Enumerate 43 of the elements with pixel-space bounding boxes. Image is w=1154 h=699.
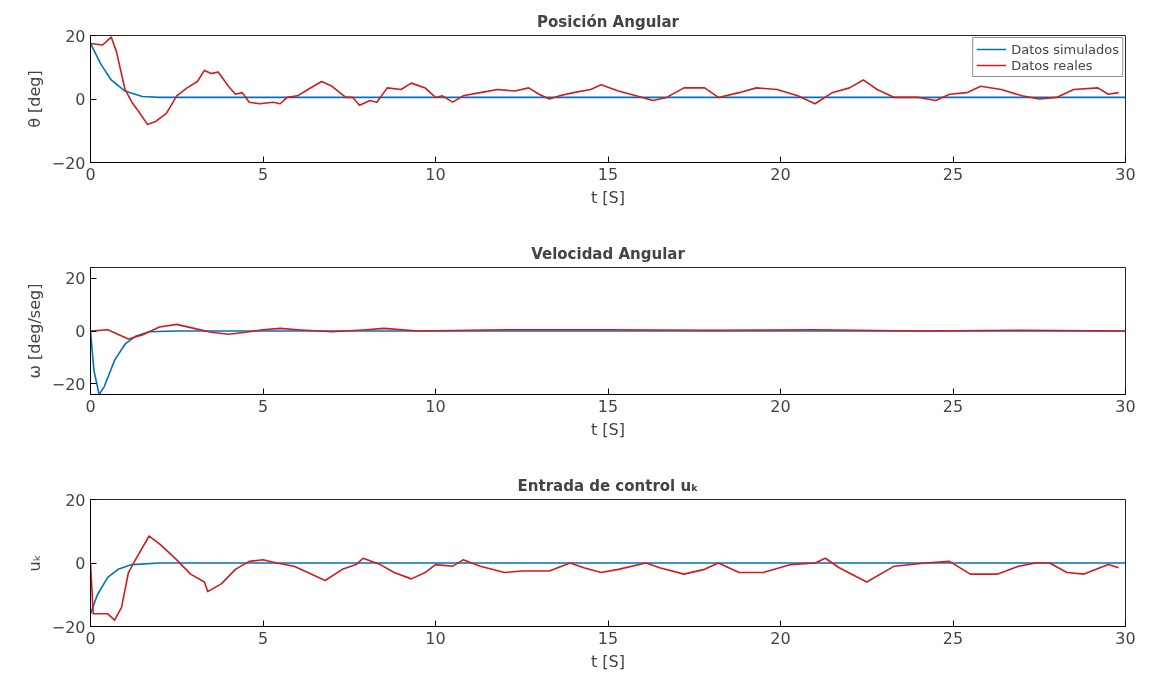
x-tick-label: 25 <box>942 164 964 184</box>
x-tick-label: 10 <box>425 628 446 648</box>
line-series <box>90 535 1120 621</box>
x-tick-label: 5 <box>257 396 269 416</box>
x-tick-label: 10 <box>425 396 446 416</box>
line-series <box>90 36 1120 126</box>
x-axis-title: t [S] <box>591 187 625 207</box>
x-tick-label: 25 <box>942 396 964 416</box>
y-tick-label: 20 <box>65 490 86 510</box>
y-tick-label: −20 <box>51 617 86 637</box>
x-tick-label: 15 <box>597 164 619 184</box>
x-tick-label: 30 <box>1115 396 1136 416</box>
y-tick-label: −20 <box>51 374 86 394</box>
x-tick-label: 30 <box>1115 164 1136 184</box>
y-axis-title: ω [deg/seg] <box>24 283 44 379</box>
x-tick-label: 15 <box>597 628 619 648</box>
x-tick-label: 20 <box>770 628 791 648</box>
x-tick-label: 5 <box>257 164 269 184</box>
x-axis-title: t [S] <box>591 651 625 671</box>
legend-label: Datos simulados <box>1011 41 1119 57</box>
x-tick-label: 20 <box>770 396 791 416</box>
y-tick-label: 20 <box>65 26 86 46</box>
x-tick-label: 30 <box>1115 628 1136 648</box>
line-series <box>90 323 1126 340</box>
x-tick-label: 5 <box>257 628 269 648</box>
y-tick-label: 0 <box>75 322 86 341</box>
y-tick-label: −20 <box>51 153 86 173</box>
y-tick-label: 0 <box>75 554 86 573</box>
y-tick-label: 20 <box>65 269 86 289</box>
y-axis-title: uₖ <box>24 554 44 572</box>
chart-title: Entrada de control uₖ <box>517 476 699 495</box>
x-axis-title: t [S] <box>591 419 625 439</box>
x-tick-label: 20 <box>770 164 791 184</box>
line-series <box>90 42 1126 99</box>
legend-label: Datos reales <box>1011 57 1093 73</box>
chart-title: Posición Angular <box>537 12 680 31</box>
x-tick-label: 25 <box>942 628 964 648</box>
x-tick-label: 15 <box>597 396 619 416</box>
y-tick-label: 0 <box>75 90 86 109</box>
x-tick-label: 10 <box>425 164 446 184</box>
line-series <box>90 562 1126 615</box>
y-axis-title: θ [deg] <box>24 70 44 128</box>
chart-title: Velocidad Angular <box>531 244 686 263</box>
